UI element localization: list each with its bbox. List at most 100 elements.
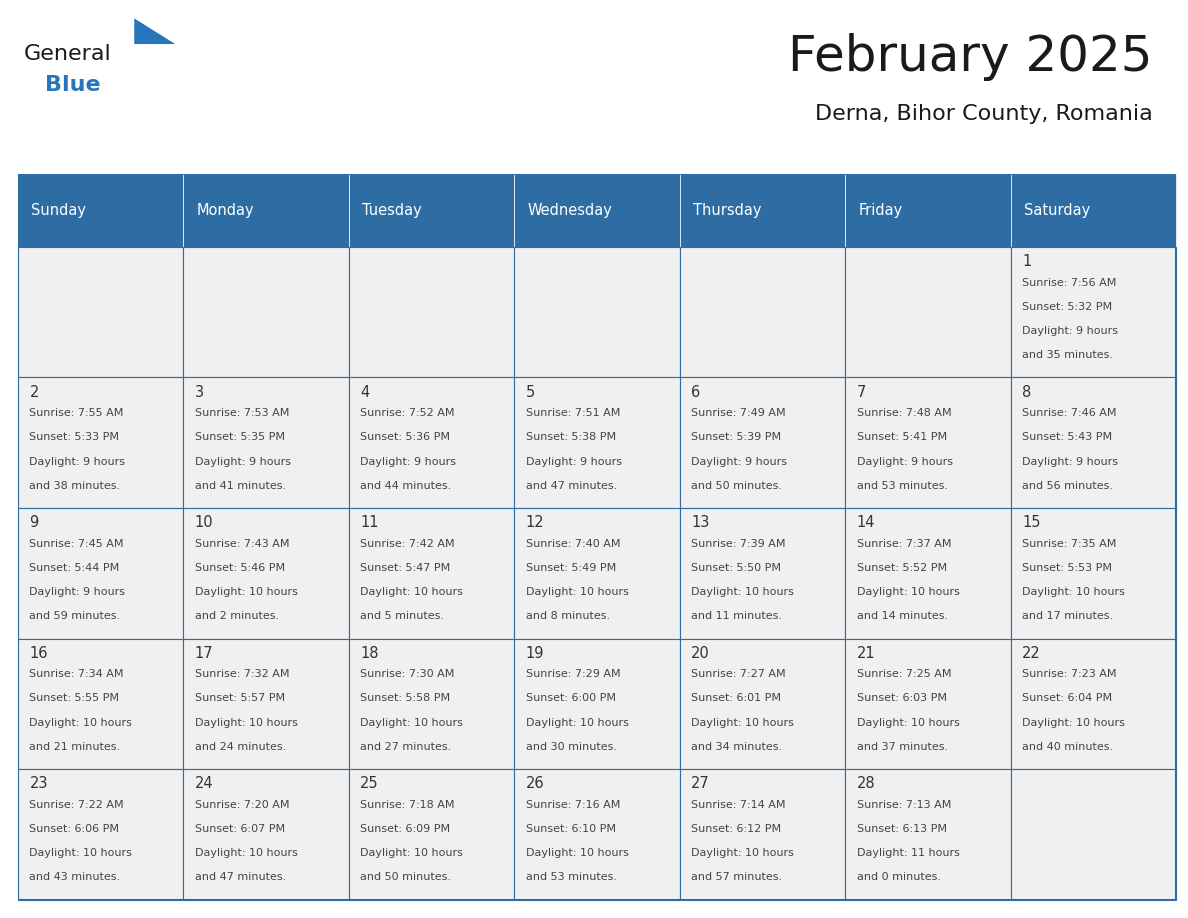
Text: and 24 minutes.: and 24 minutes.: [195, 742, 286, 752]
Text: 9: 9: [30, 515, 39, 531]
Text: 22: 22: [1022, 646, 1041, 661]
Text: Sunset: 6:00 PM: Sunset: 6:00 PM: [526, 693, 615, 703]
Text: Daylight: 10 hours: Daylight: 10 hours: [857, 588, 960, 597]
Text: Blue: Blue: [45, 75, 101, 95]
Bar: [680, 377, 845, 508]
Text: Sunset: 6:09 PM: Sunset: 6:09 PM: [360, 824, 450, 834]
Text: 4: 4: [360, 385, 369, 399]
Text: 6: 6: [691, 385, 701, 399]
Text: Sunset: 5:49 PM: Sunset: 5:49 PM: [526, 563, 617, 573]
Text: Daylight: 9 hours: Daylight: 9 hours: [1022, 456, 1118, 466]
Text: and 44 minutes.: and 44 minutes.: [360, 481, 451, 491]
Text: 19: 19: [526, 646, 544, 661]
Text: Sunrise: 7:55 AM: Sunrise: 7:55 AM: [30, 409, 124, 419]
Text: and 47 minutes.: and 47 minutes.: [195, 872, 286, 882]
Bar: [349, 377, 514, 508]
Text: Sunset: 5:41 PM: Sunset: 5:41 PM: [857, 432, 947, 442]
Text: Daylight: 10 hours: Daylight: 10 hours: [691, 848, 794, 858]
Text: and 27 minutes.: and 27 minutes.: [360, 742, 451, 752]
Bar: [349, 174, 514, 247]
Text: Sunset: 6:10 PM: Sunset: 6:10 PM: [526, 824, 615, 834]
Text: Daylight: 10 hours: Daylight: 10 hours: [360, 588, 463, 597]
Text: Sunset: 5:58 PM: Sunset: 5:58 PM: [360, 693, 450, 703]
Text: and 21 minutes.: and 21 minutes.: [30, 742, 120, 752]
Bar: [349, 247, 514, 377]
Text: Sunrise: 7:52 AM: Sunrise: 7:52 AM: [360, 409, 455, 419]
Text: and 53 minutes.: and 53 minutes.: [526, 872, 617, 882]
Bar: [18, 247, 183, 377]
Bar: [18, 174, 183, 247]
Text: 15: 15: [1022, 515, 1041, 531]
Text: 10: 10: [195, 515, 214, 531]
Text: Sunrise: 7:22 AM: Sunrise: 7:22 AM: [30, 800, 124, 810]
Text: 24: 24: [195, 777, 214, 791]
Text: Sunset: 6:12 PM: Sunset: 6:12 PM: [691, 824, 782, 834]
Bar: [1011, 508, 1176, 639]
Text: Daylight: 10 hours: Daylight: 10 hours: [526, 718, 628, 728]
Text: and 5 minutes.: and 5 minutes.: [360, 611, 444, 621]
Text: 23: 23: [30, 777, 48, 791]
Text: Sunset: 6:06 PM: Sunset: 6:06 PM: [30, 824, 120, 834]
Text: 26: 26: [526, 777, 544, 791]
Text: Sunday: Sunday: [31, 203, 86, 218]
Text: Sunrise: 7:29 AM: Sunrise: 7:29 AM: [526, 669, 620, 679]
Text: Friday: Friday: [859, 203, 903, 218]
Text: Daylight: 10 hours: Daylight: 10 hours: [360, 848, 463, 858]
Text: Sunrise: 7:51 AM: Sunrise: 7:51 AM: [526, 409, 620, 419]
Text: February 2025: February 2025: [788, 33, 1152, 81]
Text: Sunset: 5:47 PM: Sunset: 5:47 PM: [360, 563, 450, 573]
Text: Tuesday: Tuesday: [362, 203, 422, 218]
Text: Sunrise: 7:20 AM: Sunrise: 7:20 AM: [195, 800, 290, 810]
Text: 16: 16: [30, 646, 48, 661]
Text: Sunrise: 7:18 AM: Sunrise: 7:18 AM: [360, 800, 455, 810]
Text: Sunrise: 7:39 AM: Sunrise: 7:39 AM: [691, 539, 785, 549]
Bar: [18, 377, 183, 508]
Bar: [680, 769, 845, 900]
Text: 8: 8: [1022, 385, 1031, 399]
Bar: [680, 174, 845, 247]
Text: Daylight: 9 hours: Daylight: 9 hours: [1022, 326, 1118, 336]
Text: Sunset: 6:13 PM: Sunset: 6:13 PM: [857, 824, 947, 834]
Text: Sunset: 6:07 PM: Sunset: 6:07 PM: [195, 824, 285, 834]
Bar: [1011, 377, 1176, 508]
Bar: [18, 508, 183, 639]
Bar: [514, 639, 680, 769]
Text: Daylight: 10 hours: Daylight: 10 hours: [691, 588, 794, 597]
Bar: [1011, 247, 1176, 377]
Text: Sunset: 6:03 PM: Sunset: 6:03 PM: [857, 693, 947, 703]
Text: Sunrise: 7:46 AM: Sunrise: 7:46 AM: [1022, 409, 1117, 419]
Text: Daylight: 10 hours: Daylight: 10 hours: [526, 848, 628, 858]
Bar: [183, 174, 349, 247]
Text: 14: 14: [857, 515, 876, 531]
Bar: [349, 508, 514, 639]
Text: Sunrise: 7:34 AM: Sunrise: 7:34 AM: [30, 669, 124, 679]
Text: and 8 minutes.: and 8 minutes.: [526, 611, 609, 621]
Text: Sunrise: 7:56 AM: Sunrise: 7:56 AM: [1022, 277, 1117, 287]
Bar: [845, 639, 1011, 769]
Text: Sunrise: 7:45 AM: Sunrise: 7:45 AM: [30, 539, 124, 549]
Text: 1: 1: [1022, 254, 1031, 269]
Text: 28: 28: [857, 777, 876, 791]
Text: 17: 17: [195, 646, 214, 661]
Text: Daylight: 10 hours: Daylight: 10 hours: [1022, 588, 1125, 597]
Text: Sunset: 5:35 PM: Sunset: 5:35 PM: [195, 432, 285, 442]
Text: and 35 minutes.: and 35 minutes.: [1022, 350, 1113, 360]
Text: and 2 minutes.: and 2 minutes.: [195, 611, 279, 621]
Text: and 37 minutes.: and 37 minutes.: [857, 742, 948, 752]
Text: Sunrise: 7:49 AM: Sunrise: 7:49 AM: [691, 409, 786, 419]
Text: Sunrise: 7:35 AM: Sunrise: 7:35 AM: [1022, 539, 1117, 549]
Text: Sunrise: 7:14 AM: Sunrise: 7:14 AM: [691, 800, 785, 810]
Text: 27: 27: [691, 777, 710, 791]
Text: 2: 2: [30, 385, 39, 399]
Text: and 30 minutes.: and 30 minutes.: [526, 742, 617, 752]
Bar: [514, 174, 680, 247]
Bar: [845, 769, 1011, 900]
Bar: [18, 639, 183, 769]
Bar: [1011, 174, 1176, 247]
Text: Daylight: 10 hours: Daylight: 10 hours: [195, 848, 298, 858]
Text: Daylight: 11 hours: Daylight: 11 hours: [857, 848, 960, 858]
Bar: [514, 769, 680, 900]
Text: Thursday: Thursday: [693, 203, 762, 218]
Text: Daylight: 10 hours: Daylight: 10 hours: [195, 718, 298, 728]
Text: 21: 21: [857, 646, 876, 661]
